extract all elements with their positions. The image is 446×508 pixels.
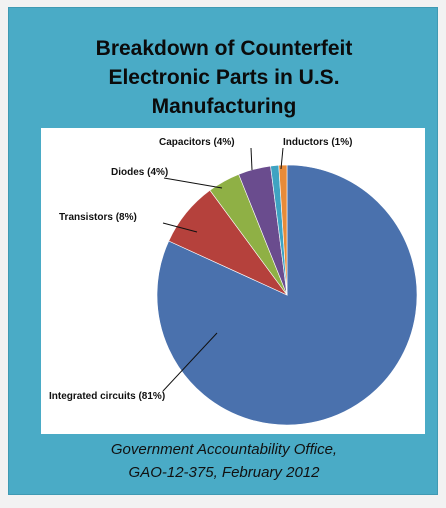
title-line-1: Breakdown of Counterfeit	[95, 37, 353, 60]
chart-title: Breakdown of Counterfeit Electronic Part…	[9, 34, 439, 121]
label-inductors-leader	[280, 147, 284, 170]
slice-other	[278, 164, 288, 296]
pie-chart-panel: Integrated circuits (81%) Transistors (8%…	[41, 128, 425, 434]
source-citation: Government Accountability Office, GAO-12…	[9, 438, 439, 484]
source-line-2: GAO-12-375, February 2012	[128, 464, 320, 481]
slice-integrated-circuits	[156, 164, 418, 426]
infographic-card: Breakdown of Counterfeit Electronic Part…	[8, 7, 438, 495]
label-integrated-circuits: Integrated circuits (81%)	[49, 391, 165, 402]
label-integrated-circuits-leader	[162, 332, 218, 392]
label-transistors: Transistors (8%)	[59, 212, 137, 223]
label-transistors-leader	[162, 222, 198, 233]
source-line-1: Government Accountability Office,	[110, 441, 338, 458]
pie-chart: Integrated circuits (81%) Transistors (8%…	[49, 137, 418, 426]
title-line-3: Manufacturing	[151, 95, 297, 118]
label-diodes: Diodes (4%)	[111, 167, 168, 178]
title-line-2: Electronic Parts in U.S.	[108, 66, 340, 89]
label-diodes-leader	[163, 177, 223, 189]
label-inductors: Inductors (1%)	[283, 137, 352, 148]
label-capacitors-leader	[250, 147, 253, 171]
label-capacitors: Capacitors (4%)	[159, 137, 235, 148]
